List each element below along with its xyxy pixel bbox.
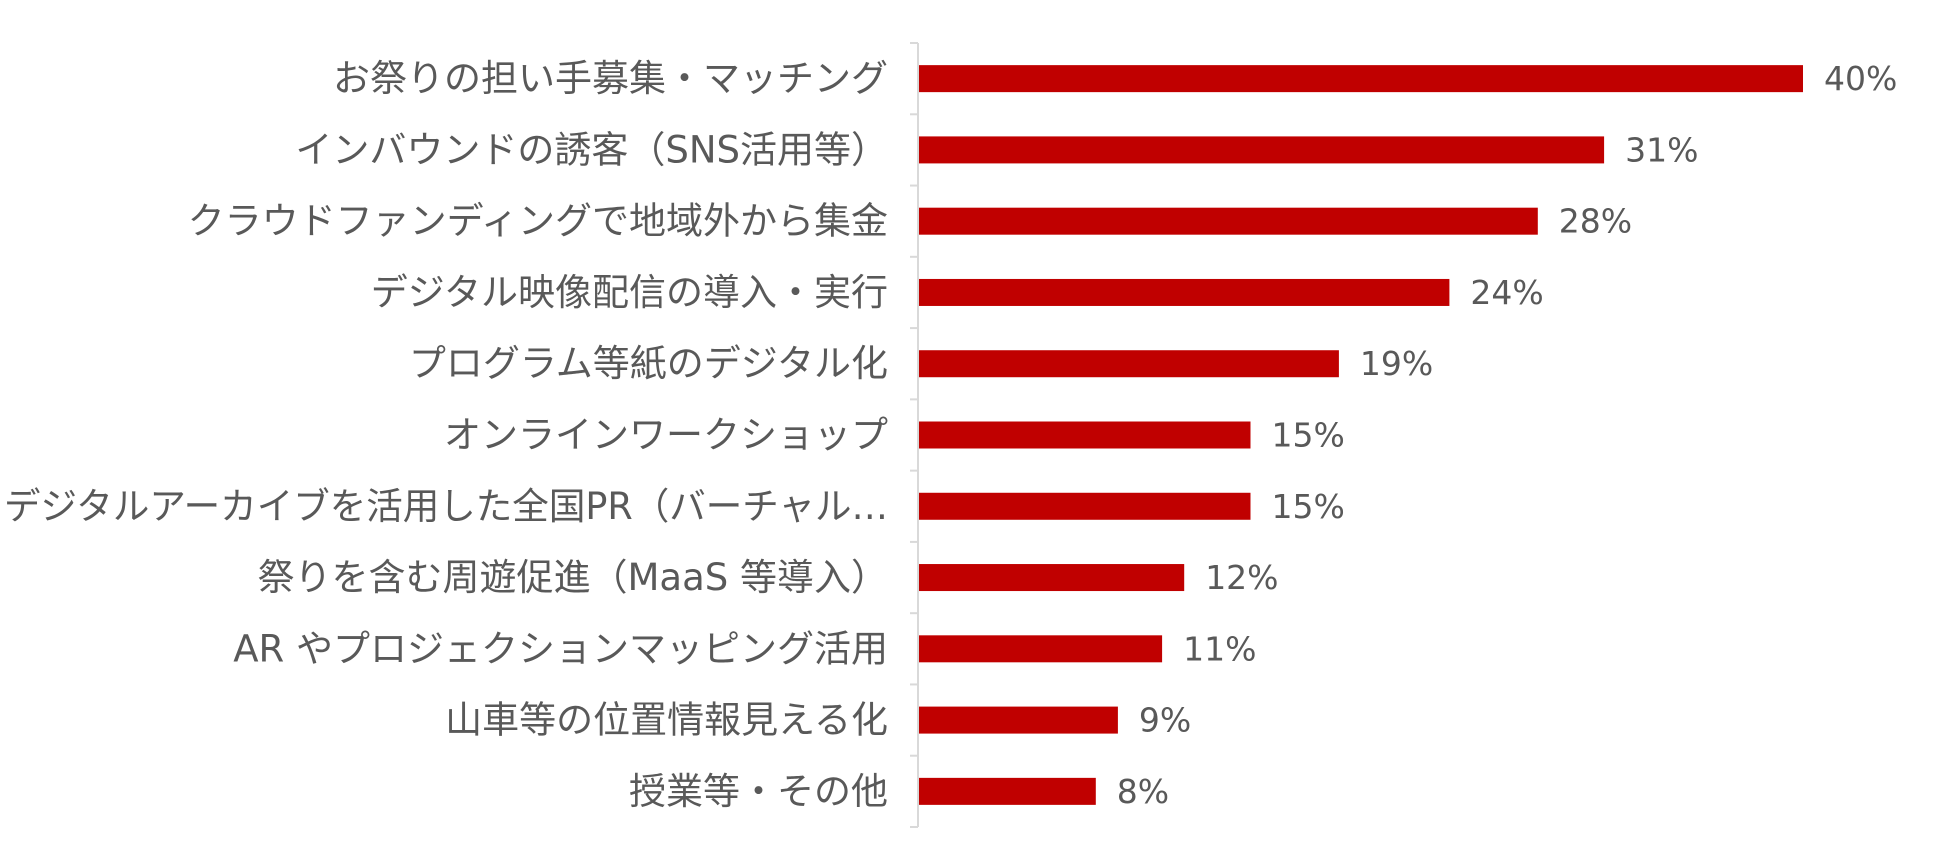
value-label: 9% xyxy=(1139,701,1191,740)
value-label: 15% xyxy=(1272,416,1345,455)
bar xyxy=(919,492,1251,520)
bar xyxy=(919,136,1605,164)
category-label: プログラム等紙のデジタル化 xyxy=(409,342,888,385)
bar xyxy=(919,421,1251,449)
bar xyxy=(919,777,1096,805)
category-label: AR やプロジェクションマッピング活用 xyxy=(233,627,888,670)
category-label: お祭りの担い手募集・マッチング xyxy=(333,57,888,100)
value-label: 8% xyxy=(1117,772,1169,811)
value-label: 24% xyxy=(1470,273,1543,312)
bar xyxy=(919,278,1450,306)
category-label: クラウドファンディングで地域外から集金 xyxy=(188,200,888,243)
category-label: インバウンドの誘客（SNS活用等） xyxy=(295,128,888,171)
value-labels: 40% 31% 28% 24% 19% 15% 15% 12% 11% 9% 8% xyxy=(1117,59,1898,811)
value-label: 19% xyxy=(1360,344,1433,383)
bar xyxy=(919,564,1185,592)
category-label: オンラインワークショップ xyxy=(444,414,888,457)
bar xyxy=(919,635,1163,663)
bar xyxy=(919,65,1803,93)
bar xyxy=(919,350,1339,378)
value-label: 12% xyxy=(1205,558,1278,597)
category-axis xyxy=(910,42,919,828)
category-label: 山車等の位置情報見える化 xyxy=(445,699,888,742)
value-label: 28% xyxy=(1559,202,1632,241)
bar xyxy=(919,207,1538,235)
value-label: 40% xyxy=(1824,59,1897,98)
value-label: 11% xyxy=(1183,629,1256,668)
bars xyxy=(919,65,1803,805)
category-label: 授業等・その他 xyxy=(629,770,888,813)
bar xyxy=(919,706,1118,734)
category-label: デジタルアーカイブを活用した全国PR（バーチャル… xyxy=(4,485,888,528)
category-label: 祭りを含む周遊促進（MaaS 等導入） xyxy=(257,556,888,599)
value-label: 15% xyxy=(1272,487,1345,526)
category-label: デジタル映像配信の導入・実行 xyxy=(371,271,888,314)
value-label: 31% xyxy=(1625,130,1698,169)
